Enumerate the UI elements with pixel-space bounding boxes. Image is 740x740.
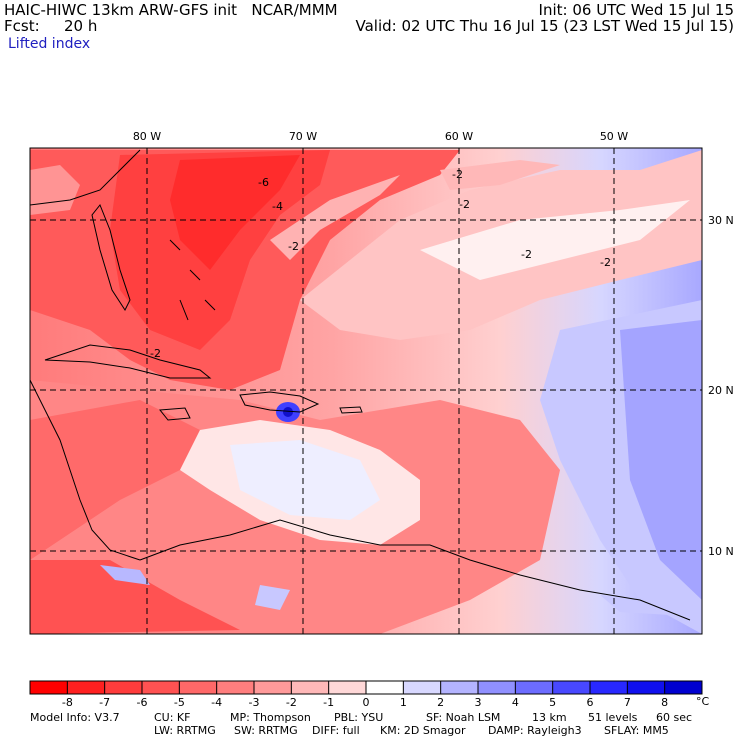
colorbar-tick-label: -7: [99, 696, 110, 709]
us-gulf-coast: [30, 149, 141, 206]
forecast-hours: 20 h: [64, 17, 98, 35]
colorbar-swatch: [552, 681, 591, 694]
map-frame: [29, 147, 703, 635]
contour-label: -2: [150, 347, 161, 360]
longwave-scheme: LW: RRTMG: [154, 724, 216, 737]
surface-scheme: SF: Noah LSM: [426, 711, 501, 724]
colorbar-swatch: [590, 681, 628, 694]
colorbar-tick-label: 6: [587, 696, 594, 709]
lifted-index-field: [30, 148, 702, 634]
central-america-coast: [30, 379, 141, 561]
valid-time: Valid: 02 UTC Thu 16 Jul 15 (23 LST Wed …: [355, 17, 735, 35]
contour-label: -2: [288, 240, 299, 253]
grid-spacing: 13 km: [532, 711, 567, 724]
vertical-levels: 51 levels: [588, 711, 638, 724]
south-america-coast: [139, 519, 691, 621]
colorbar-tick-label: -8: [62, 696, 73, 709]
init-time: Init: 06 UTC Wed 15 Jul 15: [538, 1, 734, 19]
diffusion-option: DIFF: full: [312, 724, 360, 737]
damping-option: DAMP: Rayleigh3: [488, 724, 582, 737]
colorbar-swatch: [104, 681, 143, 694]
contour-label: -4: [272, 200, 283, 213]
colorbar-swatch: [179, 681, 218, 694]
colorbar-tick-label: 5: [549, 696, 556, 709]
colorbar-swatch: [328, 681, 367, 694]
colorbar-tick-label: 3: [475, 696, 482, 709]
colorbar-tick-label: -4: [211, 696, 222, 709]
colorbar-swatch: [664, 681, 703, 694]
lat-label: 10 N: [708, 545, 734, 558]
colorbar-swatch: [30, 681, 68, 694]
model-info: Model Info: V3.7: [30, 711, 120, 724]
forecast-label: Fcst:: [4, 17, 40, 35]
eddy-coefficient: KM: 2D Smagor: [380, 724, 466, 737]
colorbar-unit: °C: [696, 695, 710, 708]
contour-label: -6: [258, 176, 269, 189]
contour-label: -2: [600, 256, 611, 269]
florida-peninsula: [91, 204, 131, 312]
colorbar-tick-label: -6: [137, 696, 148, 709]
field-name: Lifted index: [8, 36, 91, 52]
colorbar-tick-label: 7: [624, 696, 631, 709]
model-title: HAIC-HIWC 13km ARW-GFS init NCAR/MMM: [4, 1, 338, 19]
lon-label: 50 W: [600, 130, 628, 143]
colorbar-swatch: [440, 681, 479, 694]
contour-label: -2: [521, 248, 532, 261]
colorbar-tick-label: -5: [174, 696, 185, 709]
graticule: [30, 148, 702, 634]
colorbar-swatch: [478, 681, 516, 694]
puerto-rico: [339, 406, 363, 414]
colorbar-tick-label: 1: [400, 696, 407, 709]
colorbar-tick-label: 2: [437, 696, 444, 709]
lat-label: 30 N: [708, 214, 734, 227]
coastlines: [30, 149, 691, 621]
colorbar-tick-label: 8: [661, 696, 668, 709]
contour-label: -2: [459, 198, 470, 211]
time-step: 60 sec: [656, 711, 693, 724]
lon-label: 70 W: [289, 130, 317, 143]
bahamas: [169, 239, 216, 321]
microphysics-scheme: MP: Thompson: [230, 711, 311, 724]
lon-label: 80 W: [133, 130, 161, 143]
colorbar-swatch: [291, 681, 330, 694]
cumulus-scheme: CU: KF: [154, 711, 191, 724]
hispaniola: [239, 391, 320, 413]
colorbar-tick-label: 0: [363, 696, 370, 709]
colorbar-swatch: [403, 681, 442, 694]
colorbar-tick-label: -1: [323, 696, 334, 709]
colorbar-swatch: [627, 681, 666, 694]
shortwave-scheme: SW: RRTMG: [234, 724, 298, 737]
colorbar-swatch: [216, 681, 255, 694]
surface-layer: SFLAY: MM5: [604, 724, 669, 737]
colorbar-swatch: [142, 681, 180, 694]
colorbar-swatch: [67, 681, 106, 694]
colorbar: -8 -7 -6 -5 -4 -3 -2 -1 0 1 2 3 4 5 6 7 8: [29, 680, 703, 709]
colorbar-swatch: [366, 681, 404, 694]
contour-label: -2: [452, 168, 463, 181]
colorbar-tick-label: -3: [249, 696, 260, 709]
colorbar-swatch: [515, 681, 554, 694]
lon-label: 60 W: [445, 130, 473, 143]
lat-label: 20 N: [708, 384, 734, 397]
cuba: [44, 344, 212, 379]
colorbar-tick-label: 4: [512, 696, 519, 709]
colorbar-swatch: [254, 681, 292, 694]
colorbar-tick-label: -2: [286, 696, 297, 709]
pbl-scheme: PBL: YSU: [334, 711, 384, 724]
jamaica: [159, 407, 191, 421]
